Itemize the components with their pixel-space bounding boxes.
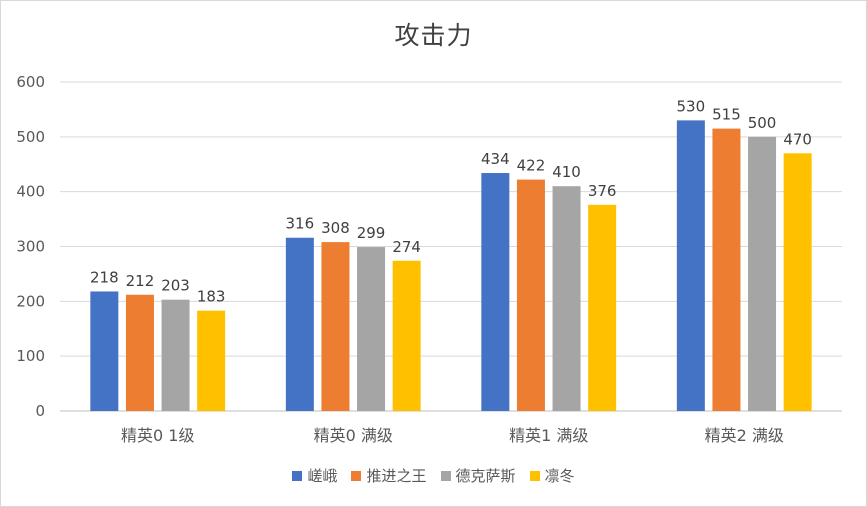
- y-tick-label: 200: [16, 292, 45, 310]
- y-tick-label: 100: [16, 347, 45, 365]
- y-tick-label: 300: [16, 238, 45, 256]
- data-label: 530: [677, 97, 706, 115]
- bar: [90, 291, 119, 411]
- bar: [748, 136, 777, 412]
- bar: [552, 186, 581, 411]
- y-axis-ticks: 0 100 200 300 400 500 600: [16, 73, 45, 420]
- data-label: 183: [197, 288, 226, 306]
- legend-label: 德克萨斯: [455, 467, 516, 485]
- data-label: 422: [517, 157, 546, 175]
- legend-label: 推进之王: [366, 467, 427, 485]
- data-label: 308: [321, 219, 350, 237]
- legend-item: 嵯峨: [292, 465, 337, 486]
- x-category-label: 精英2 满级: [705, 426, 784, 445]
- bars: [90, 120, 812, 412]
- y-tick-label: 0: [35, 402, 45, 420]
- x-category-label: 精英0 1级: [121, 426, 194, 445]
- bar: [357, 247, 386, 411]
- x-axis-categories: 精英0 1级 精英0 满级 精英1 满级 精英2 满级: [121, 426, 784, 445]
- bar: [712, 128, 741, 411]
- legend-item: 凛冬: [529, 465, 575, 486]
- x-category-label: 精英0 满级: [314, 426, 393, 445]
- bar: [285, 237, 314, 411]
- legend-swatch: [529, 470, 540, 481]
- y-tick-label: 600: [16, 73, 45, 91]
- data-label: 218: [90, 268, 119, 286]
- data-label: 515: [712, 106, 741, 124]
- data-label: 203: [161, 277, 190, 295]
- chart-title: 攻击力: [394, 21, 473, 50]
- legend-item: 德克萨斯: [440, 465, 516, 486]
- legend-swatch: [440, 470, 451, 481]
- data-label: 410: [552, 163, 581, 181]
- data-label: 316: [286, 215, 315, 233]
- legend-label: 凛冬: [544, 467, 575, 485]
- legend: 嵯峨 推进之王 德克萨斯 凛冬: [0, 465, 867, 486]
- data-label: 500: [748, 114, 777, 132]
- bar: [588, 204, 617, 411]
- data-label: 274: [392, 238, 421, 256]
- legend-item: 推进之王: [351, 465, 427, 486]
- data-label: 299: [357, 224, 386, 242]
- x-category-label: 精英1 满级: [509, 426, 588, 445]
- legend-swatch: [351, 470, 362, 481]
- bar: [125, 294, 154, 411]
- data-label: 212: [126, 272, 155, 290]
- legend-label: 嵯峨: [307, 467, 338, 485]
- bar: [481, 173, 510, 411]
- data-label: 470: [783, 130, 812, 148]
- y-tick-label: 500: [16, 128, 45, 146]
- bar: [161, 299, 190, 411]
- bar: [392, 260, 421, 411]
- bar: [321, 242, 350, 411]
- legend-swatch: [292, 470, 303, 481]
- data-labels: 218 212 203 183 316 308 299 274 434 422 410 376 530 5…: [90, 97, 812, 305]
- y-tick-label: 400: [16, 183, 45, 201]
- data-label: 434: [481, 150, 510, 168]
- bar: [197, 310, 226, 411]
- bar: [676, 120, 705, 411]
- data-label: 376: [588, 182, 617, 200]
- bar: [783, 153, 812, 412]
- bar: [516, 179, 545, 411]
- gridlines: [60, 81, 842, 412]
